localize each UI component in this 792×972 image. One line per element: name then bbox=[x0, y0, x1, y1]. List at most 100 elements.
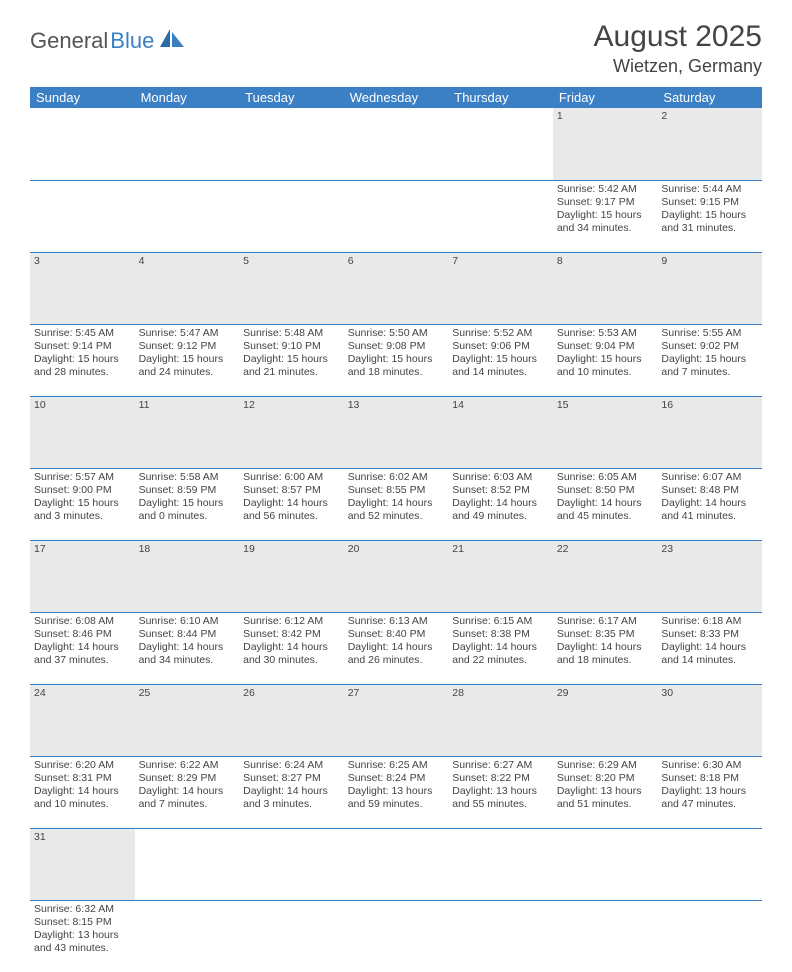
day-number-cell: 23 bbox=[657, 540, 762, 612]
day-number-cell: 13 bbox=[344, 396, 449, 468]
sunrise-text: Sunrise: 6:00 AM bbox=[243, 471, 340, 484]
weekday-header: Monday bbox=[135, 87, 240, 108]
day-detail-cell: Sunrise: 5:47 AMSunset: 9:12 PMDaylight:… bbox=[135, 324, 240, 396]
logo: GeneralBlue bbox=[30, 28, 186, 54]
daylight-text: and 31 minutes. bbox=[661, 222, 758, 235]
day-detail-cell bbox=[239, 900, 344, 972]
sunrise-text: Sunrise: 6:27 AM bbox=[452, 759, 549, 772]
sunset-text: Sunset: 9:17 PM bbox=[557, 196, 654, 209]
daylight-text: and 10 minutes. bbox=[557, 366, 654, 379]
sunset-text: Sunset: 8:57 PM bbox=[243, 484, 340, 497]
daylight-text: and 47 minutes. bbox=[661, 798, 758, 811]
daylight-text: Daylight: 15 hours bbox=[34, 353, 131, 366]
day-detail-cell: Sunrise: 6:03 AMSunset: 8:52 PMDaylight:… bbox=[448, 468, 553, 540]
day-number-cell: 3 bbox=[30, 252, 135, 324]
daylight-text: and 43 minutes. bbox=[34, 942, 131, 955]
day-number-cell bbox=[657, 828, 762, 900]
day-number-cell bbox=[30, 108, 135, 180]
day-detail-cell: Sunrise: 6:15 AMSunset: 8:38 PMDaylight:… bbox=[448, 612, 553, 684]
calendar-table: Sunday Monday Tuesday Wednesday Thursday… bbox=[30, 87, 762, 972]
day-number-row: 31 bbox=[30, 828, 762, 900]
sunrise-text: Sunrise: 6:03 AM bbox=[452, 471, 549, 484]
day-number-cell: 14 bbox=[448, 396, 553, 468]
daylight-text: Daylight: 14 hours bbox=[243, 641, 340, 654]
sunrise-text: Sunrise: 6:32 AM bbox=[34, 903, 131, 916]
sunrise-text: Sunrise: 6:24 AM bbox=[243, 759, 340, 772]
day-number-row: 24252627282930 bbox=[30, 684, 762, 756]
daylight-text: Daylight: 14 hours bbox=[243, 497, 340, 510]
day-number-cell: 10 bbox=[30, 396, 135, 468]
sunrise-text: Sunrise: 6:13 AM bbox=[348, 615, 445, 628]
daylight-text: and 18 minutes. bbox=[348, 366, 445, 379]
daylight-text: Daylight: 13 hours bbox=[34, 929, 131, 942]
daylight-text: Daylight: 14 hours bbox=[557, 641, 654, 654]
day-detail-cell: Sunrise: 5:50 AMSunset: 9:08 PMDaylight:… bbox=[344, 324, 449, 396]
day-number-cell: 17 bbox=[30, 540, 135, 612]
day-number-row: 3456789 bbox=[30, 252, 762, 324]
daylight-text: Daylight: 14 hours bbox=[139, 785, 236, 798]
daylight-text: Daylight: 14 hours bbox=[139, 641, 236, 654]
daylight-text: and 0 minutes. bbox=[139, 510, 236, 523]
day-number-cell: 20 bbox=[344, 540, 449, 612]
sunrise-text: Sunrise: 5:57 AM bbox=[34, 471, 131, 484]
sunrise-text: Sunrise: 6:18 AM bbox=[661, 615, 758, 628]
day-number-row: 17181920212223 bbox=[30, 540, 762, 612]
day-detail-cell: Sunrise: 6:18 AMSunset: 8:33 PMDaylight:… bbox=[657, 612, 762, 684]
daylight-text: Daylight: 14 hours bbox=[452, 641, 549, 654]
day-number-row: 12 bbox=[30, 108, 762, 180]
sunrise-text: Sunrise: 6:29 AM bbox=[557, 759, 654, 772]
sunset-text: Sunset: 9:10 PM bbox=[243, 340, 340, 353]
day-number-cell: 30 bbox=[657, 684, 762, 756]
day-detail-cell bbox=[135, 900, 240, 972]
weekday-header: Tuesday bbox=[239, 87, 344, 108]
daylight-text: and 18 minutes. bbox=[557, 654, 654, 667]
daylight-text: and 45 minutes. bbox=[557, 510, 654, 523]
day-number-cell: 4 bbox=[135, 252, 240, 324]
day-detail-row: Sunrise: 6:20 AMSunset: 8:31 PMDaylight:… bbox=[30, 756, 762, 828]
sunrise-text: Sunrise: 6:25 AM bbox=[348, 759, 445, 772]
daylight-text: Daylight: 14 hours bbox=[661, 641, 758, 654]
daylight-text: and 14 minutes. bbox=[452, 366, 549, 379]
daylight-text: and 55 minutes. bbox=[452, 798, 549, 811]
title-block: August 2025 Wietzen, Germany bbox=[594, 20, 762, 77]
sunrise-text: Sunrise: 5:50 AM bbox=[348, 327, 445, 340]
daylight-text: Daylight: 14 hours bbox=[34, 785, 131, 798]
daylight-text: and 30 minutes. bbox=[243, 654, 340, 667]
month-year: August 2025 bbox=[594, 20, 762, 54]
day-number-row: 10111213141516 bbox=[30, 396, 762, 468]
day-number-cell: 6 bbox=[344, 252, 449, 324]
logo-text-general: General bbox=[30, 28, 108, 54]
day-number-cell: 12 bbox=[239, 396, 344, 468]
daylight-text: and 49 minutes. bbox=[452, 510, 549, 523]
day-detail-cell: Sunrise: 6:20 AMSunset: 8:31 PMDaylight:… bbox=[30, 756, 135, 828]
daylight-text: Daylight: 15 hours bbox=[139, 497, 236, 510]
daylight-text: and 10 minutes. bbox=[34, 798, 131, 811]
daylight-text: Daylight: 14 hours bbox=[452, 497, 549, 510]
sunset-text: Sunset: 8:42 PM bbox=[243, 628, 340, 641]
day-detail-cell: Sunrise: 6:25 AMSunset: 8:24 PMDaylight:… bbox=[344, 756, 449, 828]
day-number-cell: 19 bbox=[239, 540, 344, 612]
sunrise-text: Sunrise: 6:22 AM bbox=[139, 759, 236, 772]
sunset-text: Sunset: 8:44 PM bbox=[139, 628, 236, 641]
day-detail-cell bbox=[344, 900, 449, 972]
day-detail-cell: Sunrise: 5:58 AMSunset: 8:59 PMDaylight:… bbox=[135, 468, 240, 540]
day-number-cell: 26 bbox=[239, 684, 344, 756]
daylight-text: Daylight: 15 hours bbox=[557, 209, 654, 222]
sunset-text: Sunset: 8:31 PM bbox=[34, 772, 131, 785]
daylight-text: and 37 minutes. bbox=[34, 654, 131, 667]
daylight-text: and 28 minutes. bbox=[34, 366, 131, 379]
sunset-text: Sunset: 9:15 PM bbox=[661, 196, 758, 209]
daylight-text: Daylight: 14 hours bbox=[348, 497, 445, 510]
sunset-text: Sunset: 8:15 PM bbox=[34, 916, 131, 929]
day-detail-cell: Sunrise: 6:07 AMSunset: 8:48 PMDaylight:… bbox=[657, 468, 762, 540]
daylight-text: Daylight: 13 hours bbox=[452, 785, 549, 798]
weekday-header: Sunday bbox=[30, 87, 135, 108]
day-number-cell bbox=[448, 108, 553, 180]
sunset-text: Sunset: 8:29 PM bbox=[139, 772, 236, 785]
day-detail-cell bbox=[553, 900, 658, 972]
page-header: GeneralBlue August 2025 Wietzen, Germany bbox=[30, 20, 762, 77]
day-number-cell bbox=[448, 828, 553, 900]
day-number-cell: 1 bbox=[553, 108, 658, 180]
daylight-text: Daylight: 14 hours bbox=[34, 641, 131, 654]
daylight-text: Daylight: 13 hours bbox=[557, 785, 654, 798]
